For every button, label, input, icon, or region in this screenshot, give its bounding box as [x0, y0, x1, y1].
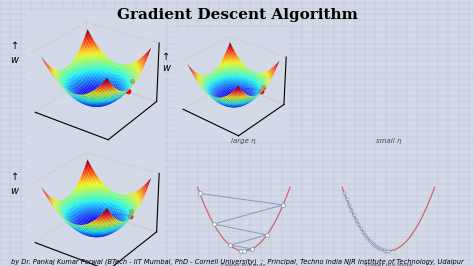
Text: Gradient Descent Algorithm: Gradient Descent Algorithm [117, 8, 357, 22]
Text: w: w [162, 64, 170, 73]
Text: ↑: ↑ [10, 41, 18, 51]
Text: by Dr. Pankaj Kumar Porwal (BTech - IIT Mumbai, PhD - Cornell University)  :  Pr: by Dr. Pankaj Kumar Porwal (BTech - IIT … [10, 258, 464, 265]
Text: w: w [10, 186, 18, 196]
Text: Slower but more
likely to reach the
point of minimum: Slower but more likely to reach the poin… [362, 263, 415, 266]
Text: small η: small η [375, 138, 401, 144]
Text: Faster but may
miss the point
of minimum: Faster but may miss the point of minimum [221, 263, 266, 266]
Text: w: w [10, 55, 18, 65]
Text: ↑: ↑ [162, 52, 170, 62]
Text: ↑: ↑ [10, 172, 18, 182]
Text: large η: large η [231, 138, 256, 144]
